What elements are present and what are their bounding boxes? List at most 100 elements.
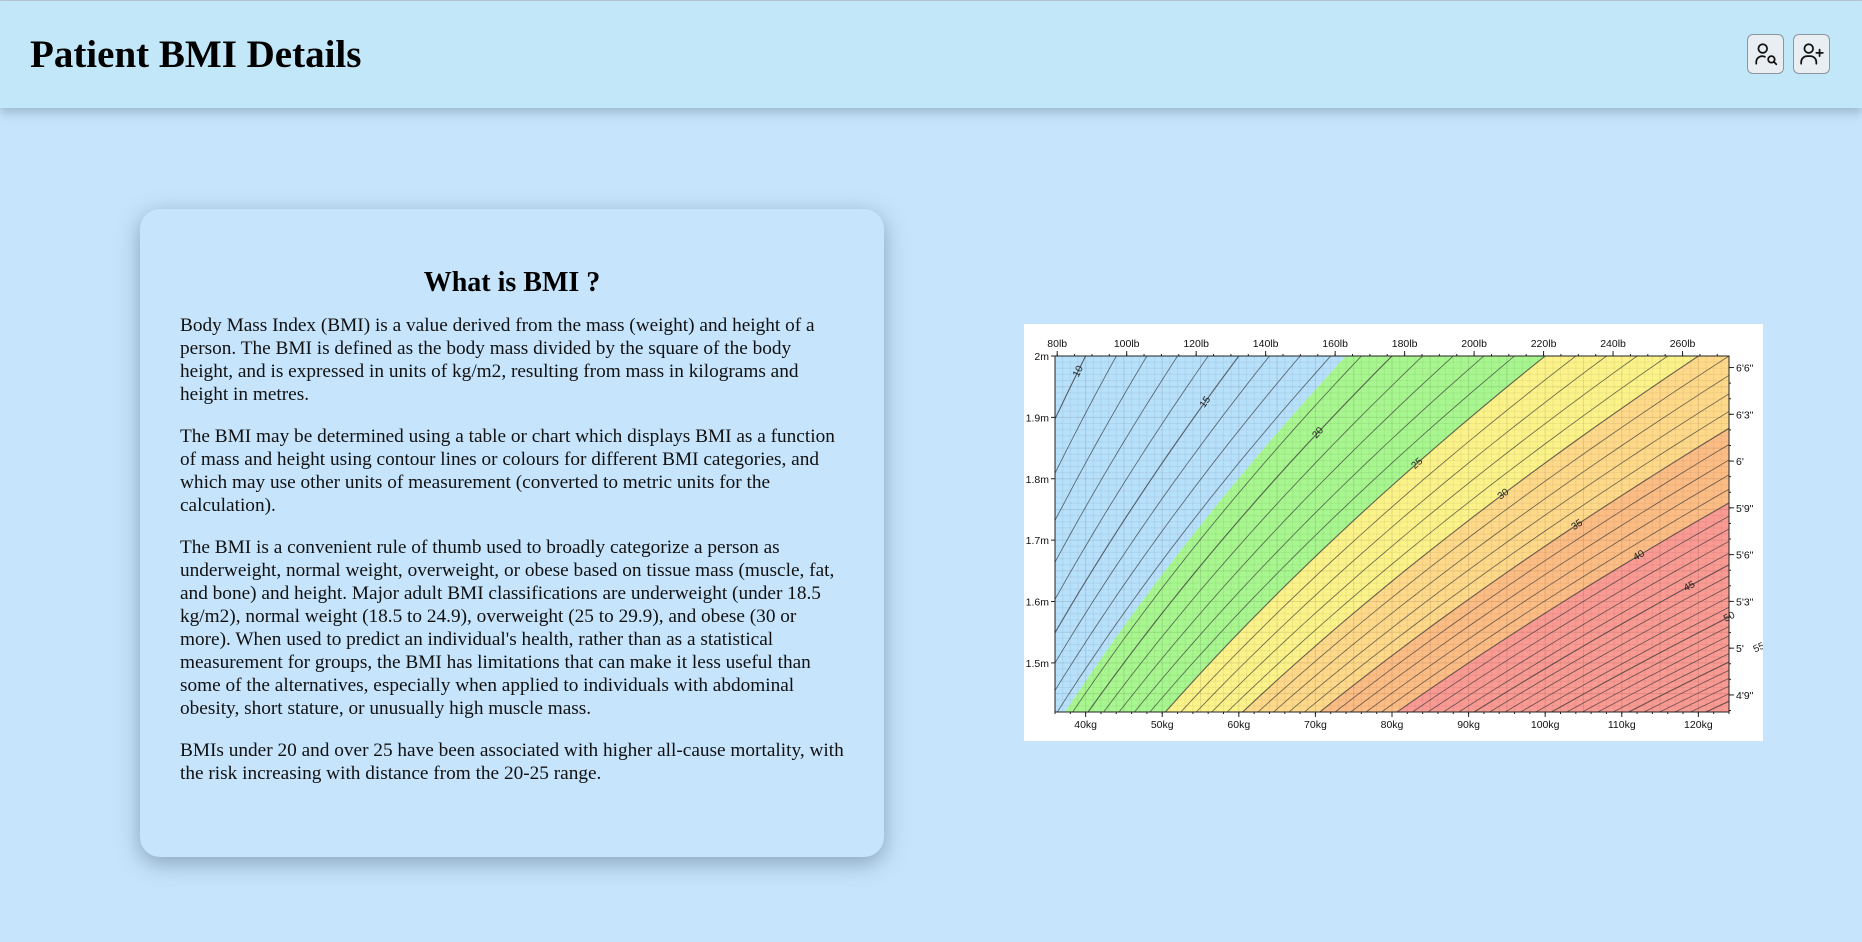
x-tick-label: 80kg <box>1381 719 1404 731</box>
y-tick-label: 1.9m <box>1026 412 1050 424</box>
top-tick-label: 100lb <box>1114 338 1140 350</box>
x-tick-label: 120kg <box>1684 719 1713 731</box>
bmi-contour-line <box>1304 410 1729 712</box>
bmi-info-card: What is BMI ? Body Mass Index (BMI) is a… <box>140 209 884 857</box>
bmi-contour-line <box>1535 606 1729 712</box>
x-tick-label: 50kg <box>1151 719 1174 731</box>
bmi-contour-line <box>1443 540 1729 712</box>
bmi-contour-line <box>1242 356 1699 712</box>
bmi-contour-line <box>1055 356 1209 601</box>
x-tick-label: 90kg <box>1457 719 1480 731</box>
bmi-contour-line <box>1055 356 1240 634</box>
info-paragraph: BMIs under 20 and over 25 have been asso… <box>180 740 844 784</box>
bmi-contour-line <box>1520 596 1729 712</box>
bmi-contour-line <box>1055 356 1301 692</box>
x-tick-label: 70kg <box>1304 719 1327 731</box>
bmi-contour-line <box>1134 356 1485 712</box>
bmi-contour-line <box>1412 515 1729 712</box>
bmi-band <box>1242 356 1729 712</box>
right-tick-label: 5'6" <box>1736 550 1754 562</box>
bmi-contour-line <box>1226 356 1668 712</box>
top-tick-label: 160lb <box>1322 338 1348 350</box>
bmi-contour-line <box>1566 626 1729 712</box>
bmi-contour-line <box>1381 488 1729 712</box>
right-tick-label: 4'9" <box>1736 690 1754 702</box>
right-tick-label: 5'9" <box>1736 503 1754 515</box>
bmi-contour-line <box>1396 502 1729 712</box>
bmi-band <box>1065 356 1546 712</box>
top-tick-label: 80lb <box>1047 338 1067 350</box>
right-tick-label: 5' <box>1736 643 1744 655</box>
top-tick-label: 240lb <box>1600 338 1626 350</box>
app-header: Patient BMI Details <box>0 1 1862 108</box>
info-paragraph: Body Mass Index (BMI) is a value derived… <box>180 315 815 405</box>
top-tick-label: 140lb <box>1253 338 1279 350</box>
bmi-contour-line <box>1055 356 1178 564</box>
bmi-contour-line <box>1149 356 1515 712</box>
bmi-contour-line <box>1072 356 1362 712</box>
bmi-contour-line <box>1350 459 1729 712</box>
page-title: Patient BMI Details <box>30 33 362 76</box>
bmi-contour-line <box>1582 635 1729 712</box>
user-plus-icon <box>1799 43 1824 65</box>
x-tick-label: 100kg <box>1531 719 1560 731</box>
bmi-contour-line <box>1427 528 1729 712</box>
contour-label: 55 <box>1752 640 1763 655</box>
bmi-contour-line <box>1273 374 1729 712</box>
top-tick-label: 260lb <box>1670 338 1696 350</box>
bmi-contour-line <box>1211 356 1638 712</box>
bmi-contour-line <box>1118 356 1454 712</box>
contour-label: 45 <box>1682 579 1697 594</box>
bmi-chart-image: 10 15 20 25 30 35 40 45 50 55 40kg 50kg 60kg 70kg 80k… <box>1024 324 1763 741</box>
bmi-contour-line <box>1056 356 1331 712</box>
bmi-contour-line <box>1489 575 1729 712</box>
x-tick-label: 60kg <box>1227 719 1250 731</box>
bmi-contour-line <box>1334 443 1729 712</box>
info-paragraph: The BMI may be determined using a table … <box>180 426 835 516</box>
user-search-icon <box>1754 43 1777 66</box>
window-top-border <box>0 0 1862 1</box>
x-tick-label: 40kg <box>1074 719 1097 731</box>
contour-label: 40 <box>1631 548 1647 563</box>
y-tick-label: 1.5m <box>1026 658 1050 670</box>
search-patient-button[interactable] <box>1747 34 1784 74</box>
info-paragraph: The BMI is a convenient rule of thumb us… <box>180 537 835 719</box>
bmi-contour-line <box>1180 356 1577 712</box>
y-tick-label: 2m <box>1034 351 1049 363</box>
bmi-contour-line <box>1055 356 1117 475</box>
x-tick-label: 110kg <box>1608 719 1636 731</box>
y-tick-label: 1.7m <box>1026 535 1050 547</box>
bmi-contour-line <box>1103 356 1423 712</box>
bmi-contour-line <box>1319 427 1729 712</box>
bmi-contour-line <box>1055 356 1148 522</box>
top-tick-label: 180lb <box>1392 338 1418 350</box>
bmi-band <box>1319 428 1729 712</box>
info-heading: What is BMI ? <box>423 267 601 298</box>
bmi-contour-line <box>1597 644 1729 712</box>
contour-label: 10 <box>1071 364 1086 379</box>
bmi-contour-line <box>1551 616 1729 712</box>
bmi-contour-line <box>1473 564 1729 712</box>
y-tick-label: 1.6m <box>1026 597 1050 609</box>
right-tick-label: 6'6" <box>1736 363 1754 375</box>
bmi-contour-line <box>1164 356 1546 712</box>
bmi-contour-line <box>1365 474 1729 712</box>
top-tick-label: 220lb <box>1531 338 1557 350</box>
add-patient-button[interactable] <box>1793 34 1830 74</box>
bmi-contour-line <box>1458 552 1729 712</box>
bmi-band <box>1055 356 1346 712</box>
bmi-contour-line <box>1504 586 1729 712</box>
y-tick-label: 1.8m <box>1026 474 1050 486</box>
top-tick-label: 120lb <box>1183 338 1209 350</box>
top-tick-label: 200lb <box>1461 338 1487 350</box>
right-tick-label: 5'3" <box>1736 596 1754 608</box>
right-tick-label: 6' <box>1736 456 1744 468</box>
bmi-contour-line <box>1087 356 1393 712</box>
bmi-contour-line <box>1055 356 1270 664</box>
bmi-contour-line <box>1196 356 1607 712</box>
bmi-contour-line <box>1257 356 1729 712</box>
bmi-band <box>1165 356 1699 712</box>
bmi-contour-line <box>1055 356 1087 421</box>
bmi-contour-line <box>1288 393 1729 712</box>
